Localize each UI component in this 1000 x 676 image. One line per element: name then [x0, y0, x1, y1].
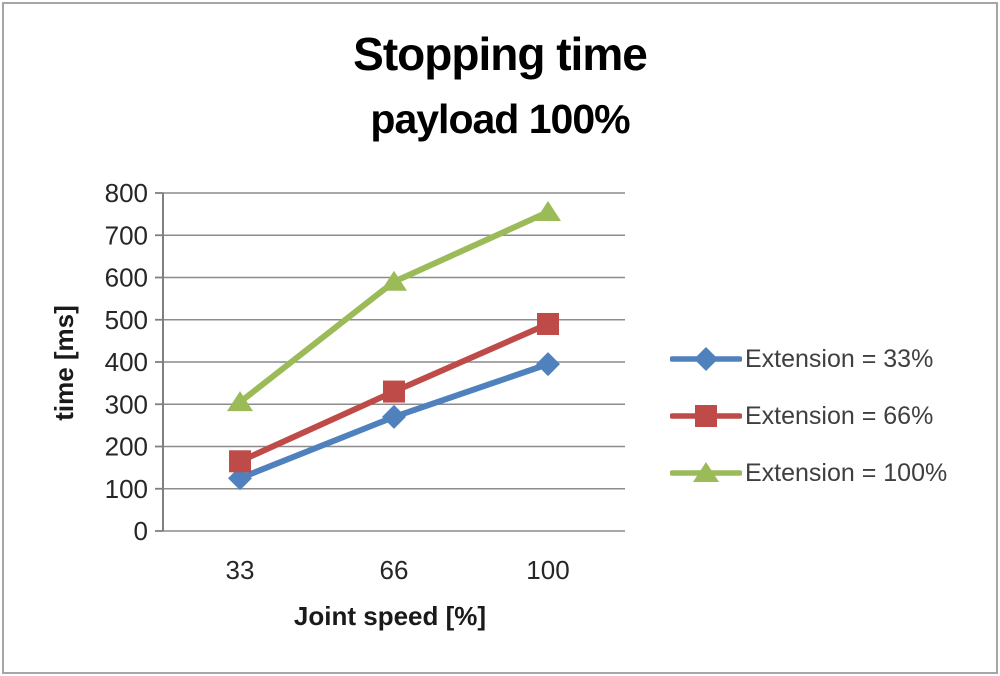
legend-item-extension-33: Extension = 33% [670, 344, 947, 374]
square-marker [537, 312, 559, 335]
y-tick-label: 500 [105, 305, 148, 335]
y-tick-label: 400 [105, 347, 148, 377]
x-tick-label: 66 [380, 555, 409, 585]
legend-label: Extension = 66% [745, 402, 934, 430]
diamond-marker [382, 404, 406, 429]
legend-label: Extension = 33% [745, 345, 934, 373]
legend-item-extension-66: Extension = 66% [670, 401, 947, 431]
y-tick-label: 100 [105, 474, 148, 504]
triangle-marker [693, 462, 719, 482]
chart-subtitle: payload 100% [370, 96, 630, 142]
square-marker-icon [670, 405, 742, 427]
y-tick-label: 200 [105, 432, 148, 462]
triangle-marker-icon [670, 462, 742, 482]
series-line-extension-100 [237, 209, 551, 406]
x-axis-title: Joint speed [%] [293, 601, 487, 631]
y-axis-title: time [ms] [49, 305, 79, 421]
diamond-marker-icon [670, 347, 742, 371]
y-tick-label: 300 [105, 389, 148, 419]
chart-title: Stopping time [353, 28, 648, 80]
y-tick-label: 700 [105, 220, 148, 250]
legend-label: Extension = 100% [745, 459, 948, 487]
diamond-marker [536, 352, 560, 377]
triangle-marker [535, 201, 561, 222]
legend: Extension = 33% Extension = 66% Extensio… [670, 344, 947, 488]
square-marker [229, 450, 251, 473]
diamond-marker [694, 347, 718, 371]
square-marker [383, 380, 405, 403]
x-tick-label: 100 [526, 555, 569, 585]
y-tick-label: 600 [105, 263, 148, 293]
y-tick-label: 0 [134, 516, 148, 546]
triangle-marker [381, 270, 407, 291]
triangle-marker [227, 391, 253, 412]
x-tick-label: 33 [226, 555, 255, 585]
y-tick-label: 800 [105, 178, 148, 208]
square-marker [695, 405, 717, 427]
legend-item-extension-100: Extension = 100% [670, 458, 947, 488]
